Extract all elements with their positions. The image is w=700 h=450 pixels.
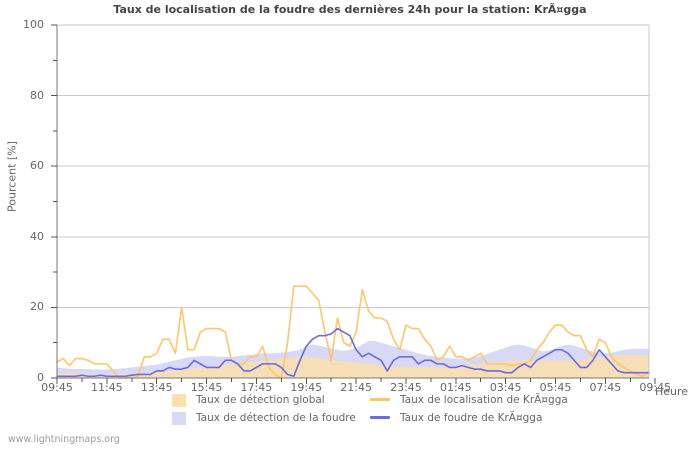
legend-item-label: Taux de foudre de KrÃ¤gga	[400, 412, 543, 424]
legend-item-2[interactable]: Taux de détection de la foudre	[172, 410, 356, 426]
ytick-label-60: 60	[30, 159, 44, 173]
x-axis-title: Heure	[654, 385, 688, 398]
watermark: www.lightningmaps.org	[8, 434, 120, 445]
legend-item-label: Taux de détection global	[196, 394, 325, 406]
chart-legend: Taux de détection global Taux de localisa…	[0, 392, 700, 432]
xtick-label-12: 09:45	[639, 381, 672, 394]
xtick-label-3: 15:45	[190, 381, 223, 394]
xtick-label-0: 09:45	[41, 381, 73, 394]
legend-swatch-line-icon	[370, 415, 390, 419]
chart-title: Taux de localisation de la foudre des de…	[113, 3, 587, 16]
ytick-label-20: 20	[30, 300, 44, 314]
ytick-label-100: 100	[23, 18, 44, 31]
legend-item-label: Taux de localisation de KrÃ¤gga	[400, 394, 568, 406]
xtick-label-11: 07:45	[589, 381, 622, 394]
line-series-foudre	[56, 327, 650, 378]
legend-swatch-area-icon	[172, 393, 186, 407]
legend-item-3[interactable]: Taux de foudre de KrÃ¤gga	[370, 410, 542, 426]
ytick-label-40: 40	[30, 229, 44, 243]
xtick-label-9: 03:45	[489, 381, 522, 394]
xtick-label-4: 17:45	[240, 381, 273, 394]
legend-item-label: Taux de détection de la foudre	[196, 412, 356, 424]
xtick-label-5: 19:45	[290, 381, 323, 394]
ytick-label-0: 0	[37, 371, 44, 384]
legend-swatch-area-icon	[172, 411, 186, 425]
plot-background	[57, 25, 649, 378]
legend-item-1[interactable]: Taux de localisation de KrÃ¤gga	[370, 392, 568, 408]
legend-item-0[interactable]: Taux de détection global	[172, 392, 325, 408]
xtick-label-1: 11:45	[90, 381, 123, 394]
xtick-label-8: 01:45	[439, 381, 472, 394]
xtick-label-7: 23:45	[390, 381, 422, 394]
xtick-label-2: 13:45	[140, 381, 173, 394]
area-series-detection-global	[57, 355, 649, 378]
ytick-label-80: 80	[30, 88, 44, 102]
xtick-label-6: 21:45	[340, 381, 372, 394]
xtick-label-10: 05:45	[539, 381, 572, 394]
line-series-localisation	[56, 285, 650, 379]
legend-swatch-line-icon	[370, 397, 390, 401]
y-axis-title: Pourcent [%]	[5, 141, 19, 212]
